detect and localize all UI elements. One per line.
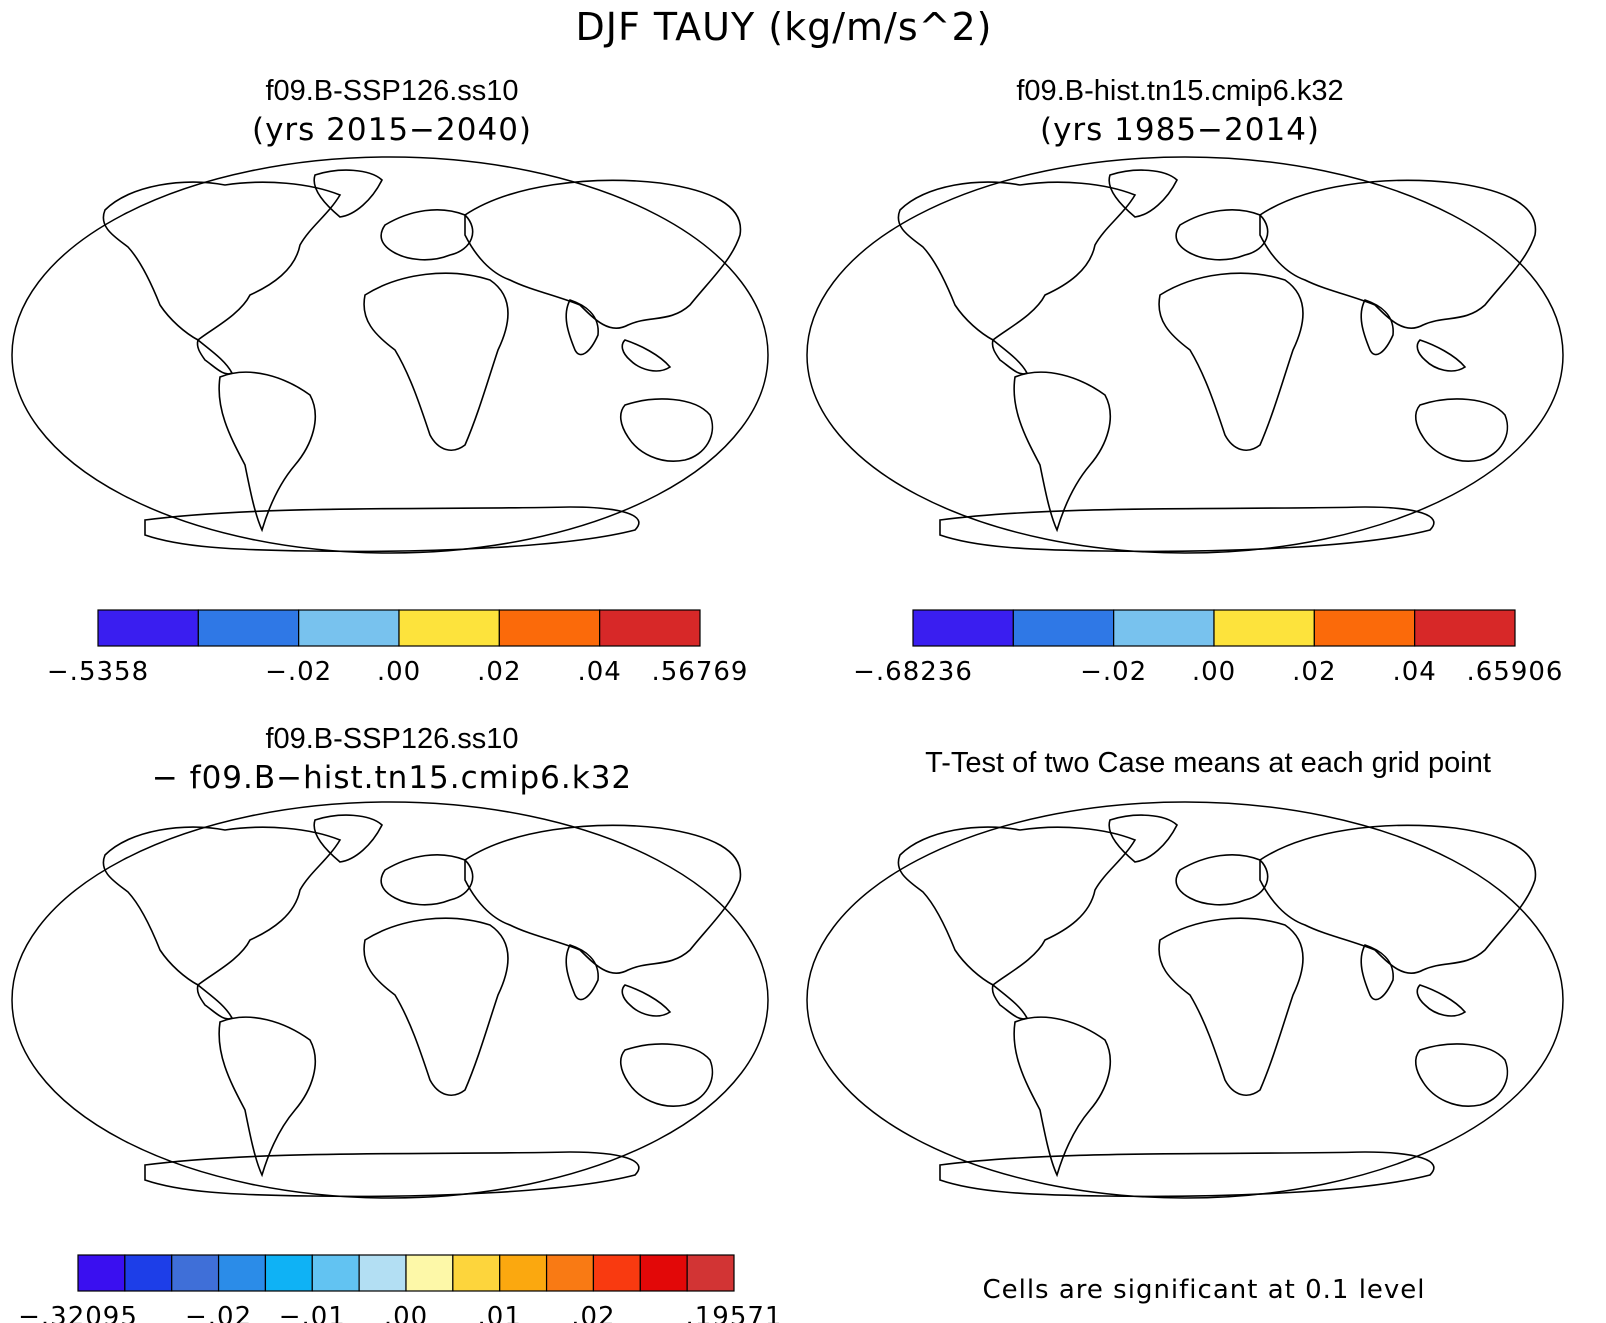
panel-difference-title: f09.B-SSP126.ss10 (265, 723, 518, 755)
panel-case2: f09.B-hist.tn15.cmip6.k32 (yrs 1985−2014… (806, 75, 1564, 687)
colorbar-tick-label: .56769 (652, 657, 749, 687)
colorbar-tick-label: −.02 (1080, 657, 1147, 687)
colorbar-tick-label: .19571 (686, 1302, 783, 1323)
colorbar-tick-label: .65906 (1467, 657, 1564, 687)
colorbar-swatch (311, 1254, 360, 1292)
figure-title: DJF TAUY (kg/m/s^2) (576, 5, 993, 49)
colorbar-swatch (599, 609, 701, 647)
significance-note: Cells are significant at 0.1 level (982, 1275, 1425, 1305)
colorbar-tick-label: .00 (1192, 657, 1236, 687)
map-boundary (12, 157, 768, 553)
colorbar-swatch (912, 609, 1014, 647)
colorbar-tick-label: .02 (1292, 657, 1336, 687)
colorbar-tick-label: −.02 (185, 1302, 252, 1323)
colorbar-swatch (1313, 609, 1416, 647)
colorbar-case2: −.68236 −.02 .00 .02 .04 .65906 (853, 609, 1564, 687)
colorbar-tick-label: .00 (384, 1302, 428, 1323)
colorbar-tick-label: −.01 (279, 1302, 346, 1323)
colorbar-tick-label: .01 (478, 1302, 522, 1323)
panel-case2-subtitle: (yrs 1985−2014) (1040, 112, 1320, 148)
colorbar-tick-label: −.68236 (853, 657, 973, 687)
colorbar-swatch (1213, 609, 1315, 647)
map-case1 (11, 156, 769, 554)
panel-case1: f09.B-SSP126.ss10 (yrs 2015−2040) (11, 75, 769, 687)
colorbar-tick-label: −.02 (265, 657, 332, 687)
colorbar-swatch (398, 609, 500, 647)
panel-case2-title: f09.B-hist.tn15.cmip6.k32 (1016, 75, 1343, 107)
colorbar-swatch (97, 609, 199, 647)
map-ttest (806, 801, 1564, 1199)
colorbar-swatch (545, 1254, 595, 1292)
colorbar-swatch (1012, 609, 1115, 647)
panel-ttest: T-Test of two Case means at each grid po… (806, 747, 1564, 1305)
panel-case1-subtitle: (yrs 2015−2040) (252, 112, 532, 148)
panel-difference: f09.B-SSP126.ss10 − f09.B−hist.tn15.cmip… (11, 723, 783, 1323)
colorbar-swatch (592, 1254, 641, 1292)
panel-difference-subtitle: − f09.B−hist.tn15.cmip6.k32 (152, 760, 632, 796)
colorbar-swatch (405, 1254, 454, 1292)
map-boundary (807, 157, 1563, 553)
map-boundary (12, 802, 768, 1198)
colorbar-swatch (1414, 609, 1516, 647)
colorbar-swatch (217, 1254, 267, 1292)
colorbar-swatch (264, 1254, 313, 1292)
colorbar-tick-label: .00 (377, 657, 421, 687)
colorbar-tick-label: .04 (1392, 657, 1436, 687)
colorbar-tick-label: −.5358 (47, 657, 149, 687)
map-case2 (806, 156, 1564, 554)
colorbar-tick-label: .04 (577, 657, 621, 687)
panel-case1-title: f09.B-SSP126.ss10 (265, 75, 518, 107)
colorbar-swatch (124, 1254, 173, 1292)
colorbar-swatch (298, 609, 400, 647)
colorbar-swatch (639, 1254, 688, 1292)
colorbar-tick-label: −.32095 (18, 1302, 138, 1323)
colorbar-swatch (686, 1254, 735, 1292)
map-boundary (807, 802, 1563, 1198)
colorbar-swatch (77, 1254, 126, 1292)
colorbar-difference: −.32095 −.02 −.01 .00 .01 .02 .19571 (18, 1254, 783, 1323)
panel-ttest-title: T-Test of two Case means at each grid po… (925, 747, 1491, 779)
colorbar-swatch (1113, 609, 1215, 647)
colorbar-swatch (499, 1254, 548, 1292)
colorbar-tick-label: .02 (571, 1302, 615, 1323)
colorbar-swatch (197, 609, 300, 647)
colorbar-case1: −.5358 −.02 .00 .02 .04 .56769 (47, 609, 749, 687)
colorbar-swatch (452, 1254, 501, 1292)
map-difference (11, 801, 769, 1199)
colorbar-swatch (171, 1254, 220, 1292)
colorbar-swatch (498, 609, 601, 647)
colorbar-tick-label: .02 (477, 657, 521, 687)
colorbar-swatch (358, 1254, 407, 1292)
